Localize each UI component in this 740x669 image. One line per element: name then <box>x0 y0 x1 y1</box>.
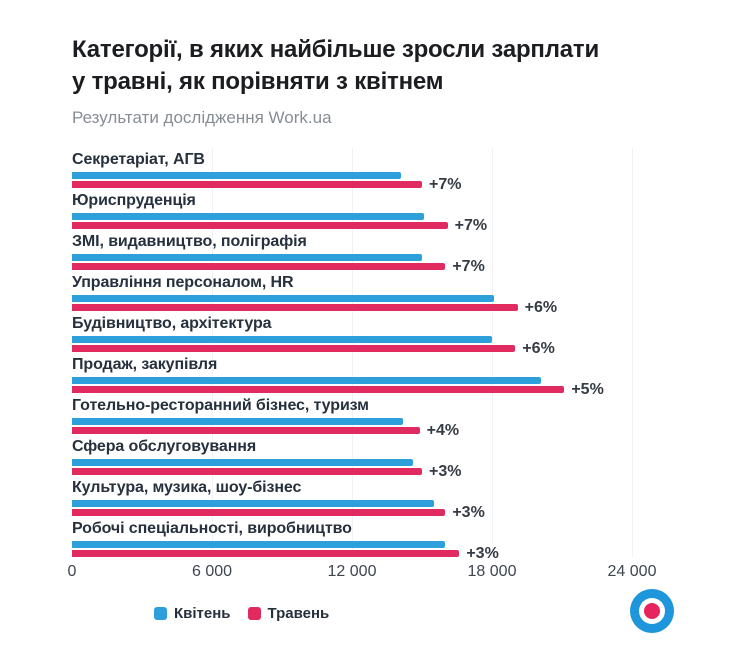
chart-row: Продаж, закупівля +5% <box>72 355 632 398</box>
growth-label: +3% <box>452 503 485 521</box>
may-bar <box>72 181 422 188</box>
page-subtitle: Результати дослідження Work.ua <box>72 108 332 127</box>
may-bar <box>72 509 446 516</box>
may-bar <box>72 468 422 475</box>
page-title-line-1: Категорії, в яких найбільше зросли зарпл… <box>72 36 600 63</box>
category-label: Управління персоналом, HR <box>72 274 294 291</box>
chart-row: Робочі спеціальності, виробництво +3% <box>72 519 632 562</box>
category-label: Юриспруденція <box>72 192 196 209</box>
may-bar <box>72 345 516 352</box>
chart-row: ЗМІ, видавництво, поліграфія +7% <box>72 232 632 275</box>
work-ua-bullseye-logo <box>630 589 674 633</box>
april-bar <box>72 254 422 261</box>
legend-label: Квітень <box>174 605 231 622</box>
x-axis-tick: 24 000 <box>607 563 657 580</box>
growth-label: +6% <box>522 339 555 357</box>
growth-label: +4% <box>426 421 460 439</box>
growth-label: +6% <box>524 298 558 316</box>
may-bar <box>72 427 420 434</box>
may-bar <box>72 304 518 311</box>
growth-label: +3% <box>466 544 499 562</box>
chart-row: Управління персоналом, HR +6% <box>72 273 632 316</box>
may-bar <box>72 550 460 557</box>
bar-chart: Секретаріат, АГВ +7% Юриспруденція +7% З… <box>68 148 740 622</box>
category-label: Культура, музика, шоу-бізнес <box>72 479 302 496</box>
chart-row: Сфера обслуговування +3% <box>72 437 632 480</box>
april-bar <box>72 377 541 384</box>
logo-center-dot <box>644 603 660 619</box>
x-axis-tick: 18 000 <box>467 563 517 580</box>
legend-swatch <box>247 607 261 620</box>
growth-label: +7% <box>452 257 485 275</box>
category-label: Будівництво, архітектура <box>72 315 272 332</box>
april-bar <box>72 336 492 343</box>
may-bar <box>72 222 448 229</box>
page-title-line-2: у травні, як порівняти з квітнем <box>72 68 444 95</box>
growth-label: +3% <box>429 462 462 480</box>
chart-row: Будівництво, архітектура +6% <box>72 314 632 357</box>
growth-label: +7% <box>454 216 488 234</box>
legend-label: Травень <box>267 605 330 622</box>
gridline <box>632 148 633 557</box>
growth-label: +7% <box>429 175 462 193</box>
x-axis: 0 6 000 12 000 18 000 24 000 <box>68 563 657 583</box>
growth-label: +5% <box>571 380 604 398</box>
chart-row: Готельно-ресторанний бізнес, туризм +4% <box>72 396 632 439</box>
april-bar <box>72 541 446 548</box>
may-bar <box>72 263 446 270</box>
chart-row: Юриспруденція +7% <box>72 191 632 234</box>
category-label: Секретаріат, АГВ <box>72 151 205 168</box>
april-bar <box>72 172 401 179</box>
chart-row: Культура, музика, шоу-бізнес +3% <box>72 478 632 521</box>
category-label: Робочі спеціальності, виробництво <box>72 520 352 537</box>
april-bar <box>72 459 413 466</box>
category-label: Продаж, закупівля <box>72 356 218 373</box>
legend: Квітень Травень <box>154 605 740 622</box>
legend-item: Травень <box>247 605 330 622</box>
category-label: ЗМІ, видавництво, поліграфія <box>72 233 307 250</box>
x-axis-tick: 6 000 <box>191 563 233 580</box>
category-label: Сфера обслуговування <box>72 438 257 455</box>
x-axis-tick: 12 000 <box>327 563 377 580</box>
legend-item: Квітень <box>154 605 231 622</box>
may-bar <box>72 386 565 393</box>
april-bar <box>72 213 425 220</box>
chart-rows: Секретаріат, АГВ +7% Юриспруденція +7% З… <box>72 148 633 562</box>
april-bar <box>72 295 495 302</box>
april-bar <box>72 500 434 507</box>
april-bar <box>72 418 404 425</box>
x-axis-tick: 0 <box>67 563 77 580</box>
category-label: Готельно-ресторанний бізнес, туризм <box>72 397 369 414</box>
header: Категорії, в яких найбільше зросли зарпл… <box>0 0 740 128</box>
chart-row: Секретаріат, АГВ +7% <box>72 150 632 193</box>
legend-swatch <box>154 607 167 620</box>
